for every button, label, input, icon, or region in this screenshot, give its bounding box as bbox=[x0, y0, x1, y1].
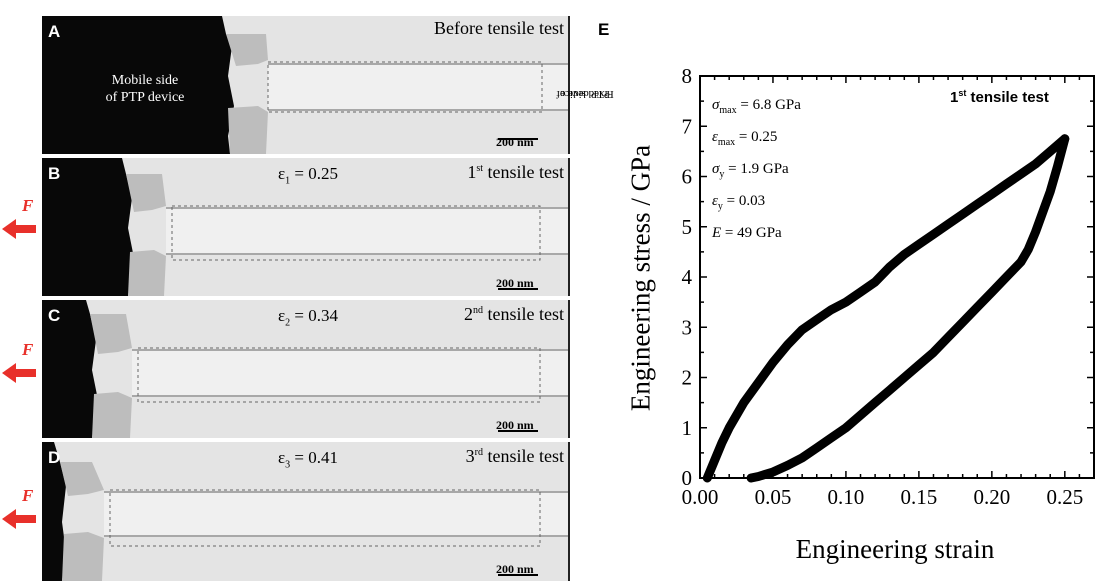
x-tick-label: 0.20 bbox=[973, 485, 1010, 509]
left-arrow-icon bbox=[0, 340, 40, 390]
annotation-value: = 49 GPa bbox=[721, 225, 782, 241]
annotation-epsilon-y: εy = 0.03 bbox=[712, 188, 801, 220]
y-tick-label: 5 bbox=[682, 215, 693, 239]
panel-a-caption: Before tensile test bbox=[434, 18, 564, 39]
strain-value: = 0.41 bbox=[290, 448, 338, 467]
y-tick-label: 8 bbox=[682, 64, 693, 88]
mobile-side-line-1: Mobile side bbox=[90, 72, 200, 89]
x-tick-label: 0.15 bbox=[901, 485, 938, 509]
x-tick-label: 0.00 bbox=[682, 485, 719, 509]
caption-ordinal: 1 bbox=[467, 162, 476, 182]
tem-panel-c: C ε2 = 0.34 2nd tensile test 200 nm bbox=[42, 300, 570, 438]
y-tick-label: 3 bbox=[682, 315, 693, 339]
panel-label-b: B bbox=[48, 164, 60, 184]
annotation-sigma-max: σmax = 6.8 GPa bbox=[712, 92, 801, 124]
panel-b-caption: 1st tensile test bbox=[467, 162, 564, 183]
y-tick-label: 6 bbox=[682, 165, 693, 189]
caption-text: tensile test bbox=[483, 162, 564, 182]
tem-panel-a: A Before tensile test Mobile side of PTP… bbox=[42, 16, 570, 154]
chart-title: 1st tensile test bbox=[950, 88, 1049, 106]
strain-label-b: ε1 = 0.25 bbox=[278, 164, 338, 186]
force-indicator-c: F bbox=[0, 340, 40, 390]
left-arrow-icon bbox=[0, 196, 40, 246]
x-tick-label: 0.10 bbox=[828, 485, 865, 509]
panel-label-d: D bbox=[48, 448, 60, 468]
fixed-side-label: Fixed side of PTP device bbox=[576, 44, 594, 144]
panel-label-e: E bbox=[598, 20, 609, 40]
caption-ordinal: 3 bbox=[466, 446, 475, 466]
scale-bar-label-c: 200 nm bbox=[496, 418, 534, 433]
strain-value: = 0.25 bbox=[290, 164, 338, 183]
annotation-value: = 1.9 GPa bbox=[724, 161, 788, 177]
y-tick-label: 2 bbox=[682, 366, 693, 390]
annotation-list: σmax = 6.8 GPa εmax = 0.25 σy = 1.9 GPa … bbox=[712, 92, 801, 252]
scale-bar-label-d: 200 nm bbox=[496, 562, 534, 577]
annotation-value: = 0.25 bbox=[735, 129, 777, 145]
annotation-epsilon-max: εmax = 0.25 bbox=[712, 124, 801, 156]
caption-suffix: st bbox=[476, 163, 483, 174]
tem-panel-d: D ε3 = 0.41 3rd tensile test 200 nm bbox=[42, 442, 570, 581]
caption-suffix: nd bbox=[473, 305, 483, 316]
y-axis-label: Engineering stress / GPa bbox=[626, 145, 657, 411]
strain-value: = 0.34 bbox=[290, 306, 338, 325]
annotation-youngs-modulus: E = 49 GPa bbox=[712, 220, 801, 252]
panel-label-c: C bbox=[48, 306, 60, 326]
panel-c-caption: 2nd tensile test bbox=[464, 304, 564, 325]
mobile-side-label: Mobile side of PTP device bbox=[90, 72, 200, 106]
mobile-side-line-2: of PTP device bbox=[90, 89, 200, 106]
left-arrow-icon bbox=[0, 486, 40, 536]
force-indicator-d: F bbox=[0, 486, 40, 536]
caption-ordinal: 2 bbox=[464, 304, 473, 324]
annotation-subscript: max bbox=[718, 137, 735, 148]
annotation-symbol: E bbox=[712, 225, 721, 241]
scale-bar-label-a: 200 nm bbox=[496, 135, 534, 150]
caption-text: tensile test bbox=[483, 446, 564, 466]
strain-label-d: ε3 = 0.41 bbox=[278, 448, 338, 470]
strain-label-c: ε2 = 0.34 bbox=[278, 306, 338, 328]
x-axis-label: Engineering strain bbox=[700, 534, 1090, 565]
annotation-value: = 6.8 GPa bbox=[737, 97, 801, 113]
y-tick-label: 0 bbox=[682, 466, 693, 490]
scale-bar-label-b: 200 nm bbox=[496, 276, 534, 291]
panel-label-a: A bbox=[48, 22, 60, 42]
x-tick-label: 0.25 bbox=[1046, 485, 1083, 509]
x-tick-label: 0.05 bbox=[755, 485, 792, 509]
annotation-value: = 0.03 bbox=[723, 193, 765, 209]
title-text: tensile test bbox=[966, 89, 1049, 106]
annotation-subscript: max bbox=[719, 105, 736, 116]
fixed-side-line-2: PTP device bbox=[560, 88, 610, 100]
caption-text: tensile test bbox=[483, 304, 564, 324]
annotation-sigma-y: σy = 1.9 GPa bbox=[712, 156, 801, 188]
force-indicator-b: F bbox=[0, 196, 40, 246]
y-tick-label: 7 bbox=[682, 114, 693, 138]
y-tick-label: 4 bbox=[682, 265, 693, 289]
y-tick-label: 1 bbox=[682, 416, 693, 440]
panel-d-caption: 3rd tensile test bbox=[466, 446, 564, 467]
tem-panel-b: B ε1 = 0.25 1st tensile test 200 nm bbox=[42, 158, 570, 296]
caption-suffix: rd bbox=[475, 447, 483, 458]
